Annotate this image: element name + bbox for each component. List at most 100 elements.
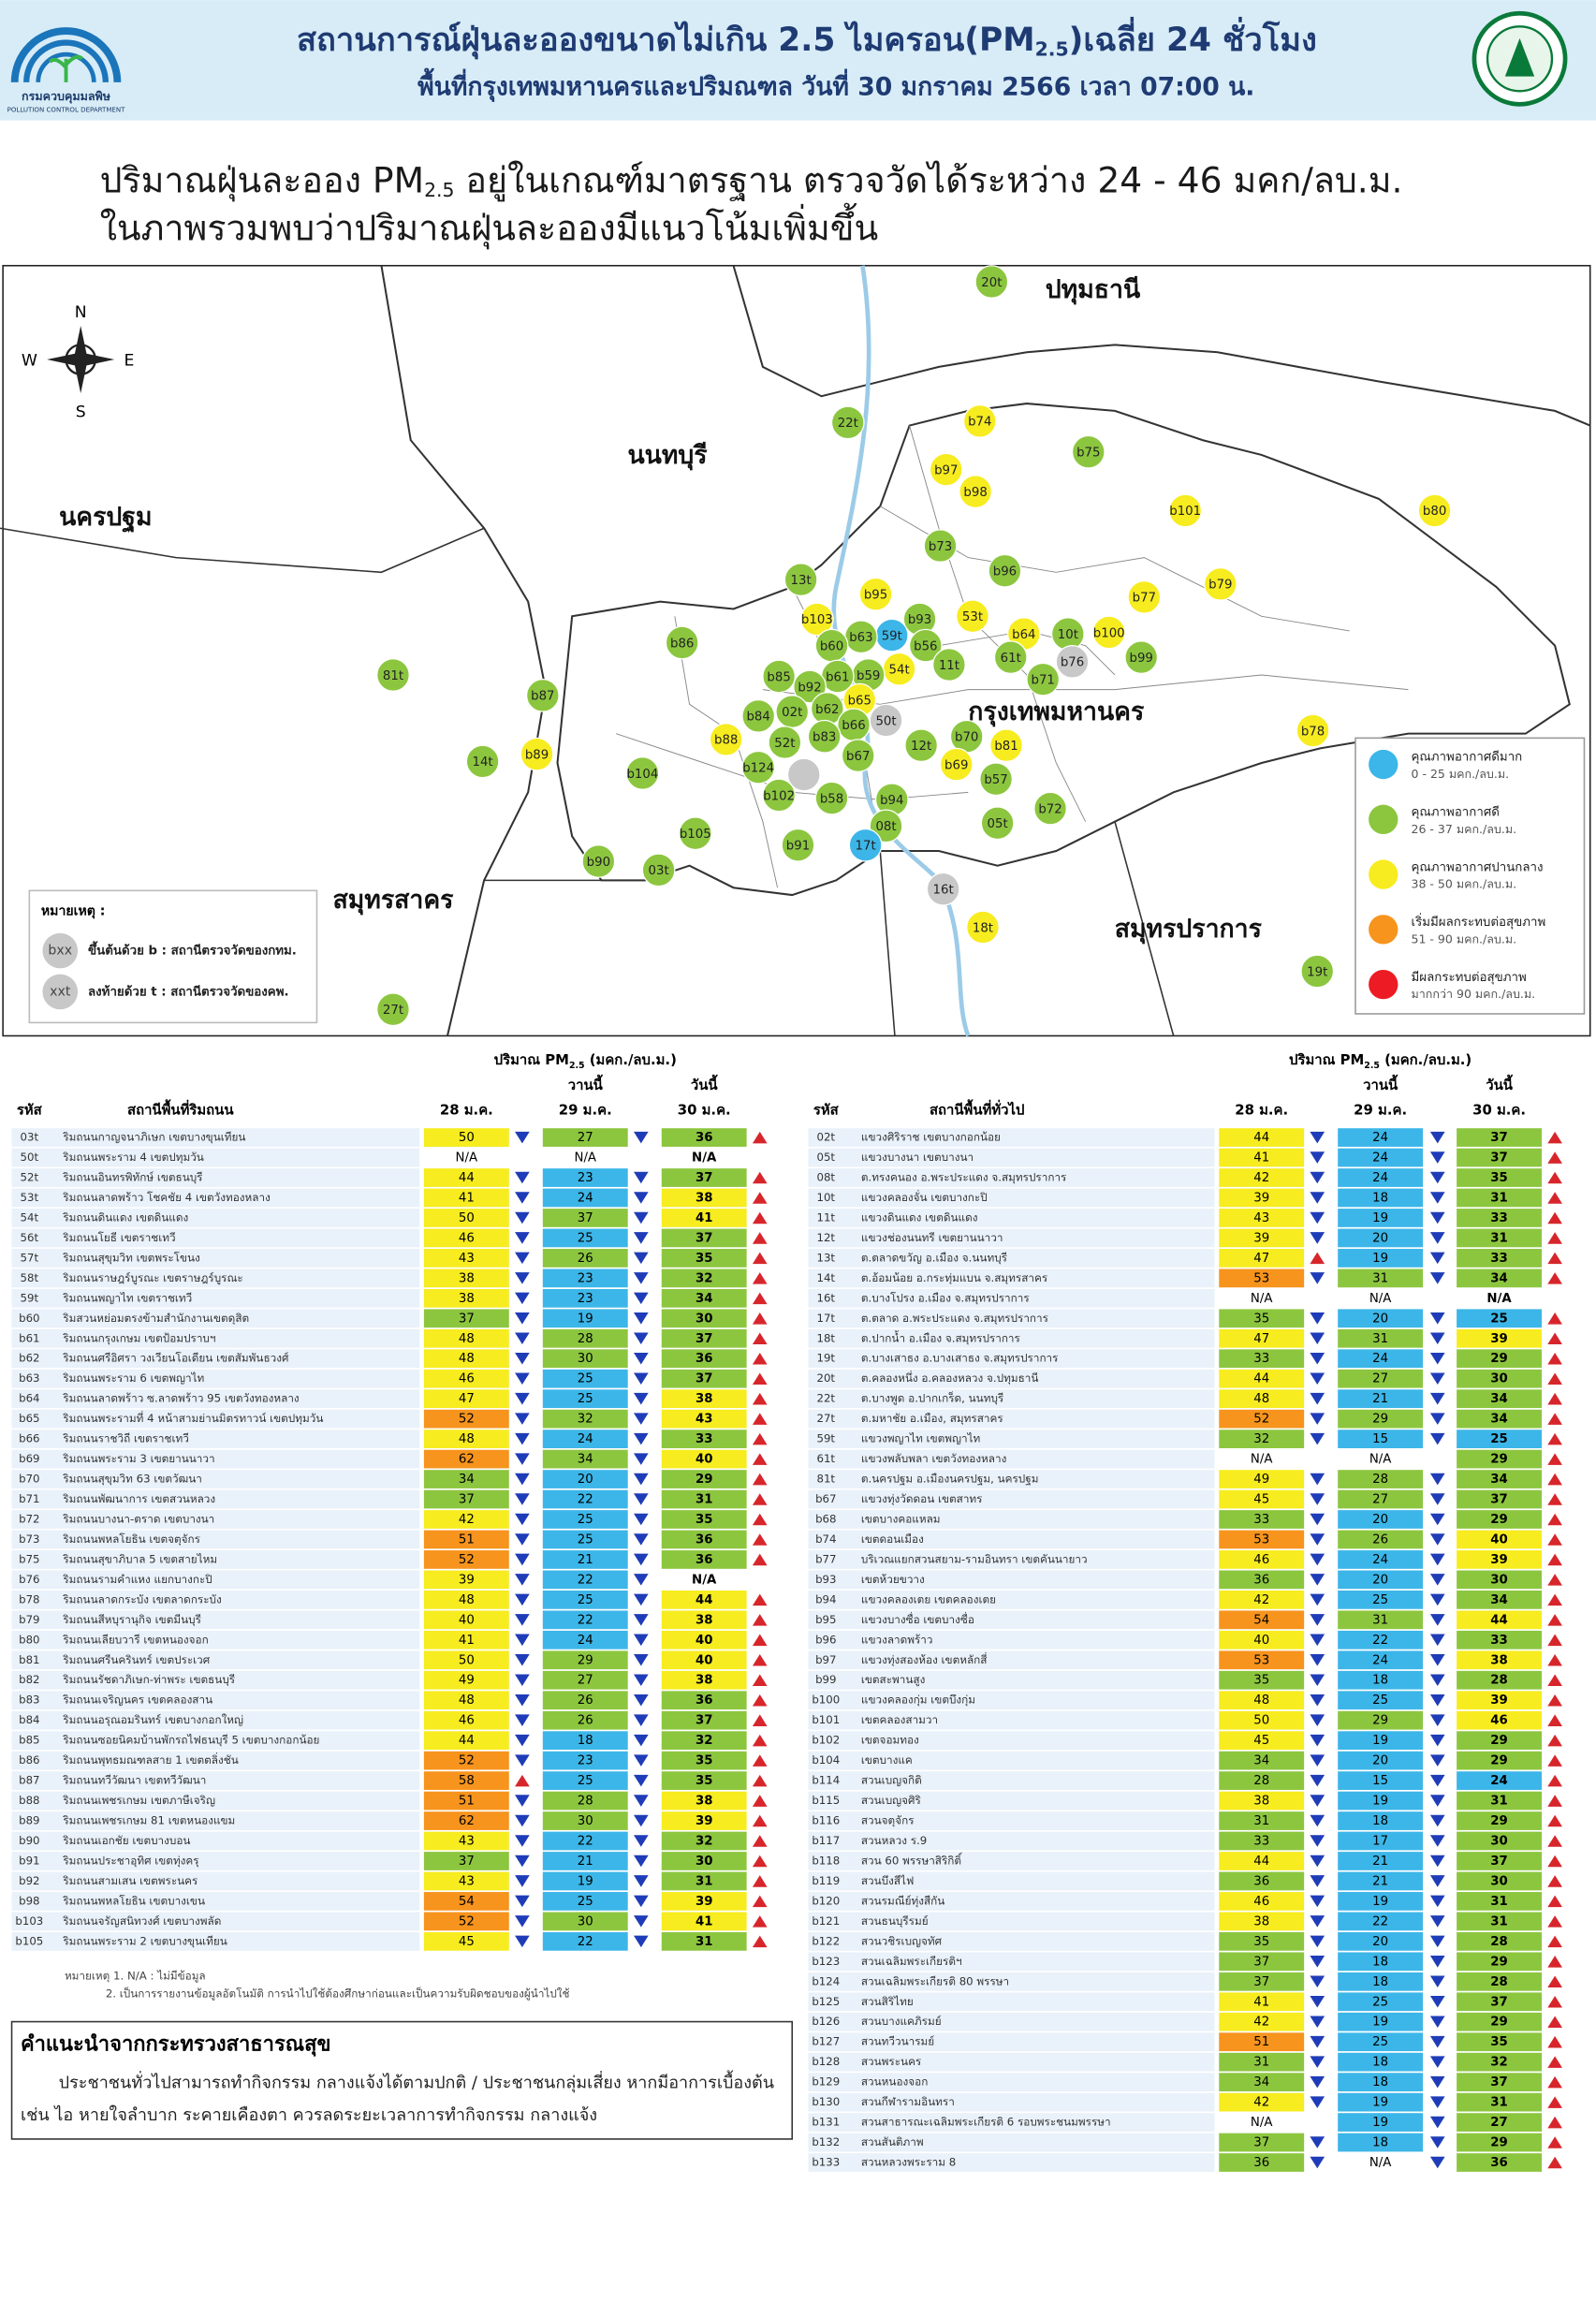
value-cell <box>661 1650 747 1670</box>
value-cell <box>542 1751 628 1770</box>
station-code: b122 <box>812 1934 840 1947</box>
value-text: 41 <box>459 1191 475 1205</box>
station-name: แขวงบางซื่อ เขตบางซื่อ <box>861 1612 974 1626</box>
station-name: ต.ตลาดขวัญ อ.เมือง จ.นนทบุรี <box>861 1251 1007 1264</box>
station-code: b63 <box>19 1371 39 1385</box>
value-text: 29 <box>1490 2016 1508 2030</box>
station-code: b60 <box>19 1312 39 1325</box>
row-band <box>808 1731 1215 1751</box>
trend-arrow <box>1310 2035 1325 2048</box>
value-text: 33 <box>1253 1835 1269 1849</box>
value-text: 41 <box>696 1914 713 1928</box>
trend-arrow <box>752 1332 768 1345</box>
unit-part: ปริมาณ PM <box>494 1051 569 1068</box>
trend-arrow <box>752 1171 768 1184</box>
value-cell <box>423 1550 509 1569</box>
value-text: 29 <box>578 1653 593 1667</box>
value-text: 42 <box>1253 1171 1269 1185</box>
station-marker <box>1055 645 1090 679</box>
value-cell <box>1338 1570 1424 1590</box>
trend-arrow <box>752 1493 768 1505</box>
row-band <box>11 1328 420 1348</box>
trend-arrow <box>1547 1875 1562 1887</box>
trend-arrow <box>1429 1493 1445 1505</box>
station-code: 08t <box>816 1171 835 1184</box>
value-cell <box>1338 1309 1424 1328</box>
value-text: N/A <box>1369 2156 1392 2170</box>
station-code: b78 <box>19 1592 39 1606</box>
trend-arrow <box>1429 1553 1445 1566</box>
value-cell <box>1457 1691 1543 1710</box>
station-name: ริมสวนหย่อมตรงข้ามสำนักงานเขตดุสิต <box>63 1312 249 1325</box>
row-band <box>808 1630 1215 1650</box>
station-code: 02t <box>816 1131 835 1144</box>
station-code: b66 <box>842 719 865 733</box>
trend-arrow <box>1310 1413 1325 1425</box>
trend-arrow <box>1429 1915 1445 1928</box>
station-code: 10t <box>816 1191 835 1204</box>
station-marker <box>525 679 560 712</box>
value-text: 38 <box>696 1674 713 1688</box>
value-text: 36 <box>696 1131 713 1145</box>
station-name: ริมถนนพหลโยธิน เขตจตุจักร <box>63 1532 200 1546</box>
value-cell <box>1457 1771 1543 1790</box>
value-text: 30 <box>696 1855 713 1869</box>
row-band <box>808 1570 1215 1590</box>
trend-arrow <box>633 1413 649 1425</box>
station-code: 13t <box>791 574 812 588</box>
value-text: 18 <box>1372 1814 1388 1828</box>
station-code: b80 <box>19 1633 39 1646</box>
value-text: 37 <box>459 1493 475 1507</box>
trend-arrow <box>1547 1473 1562 1486</box>
value-text: 15 <box>1372 1774 1388 1788</box>
trend-arrow <box>1547 1574 1562 1586</box>
trend-arrow <box>1429 1956 1445 1968</box>
station-marker <box>376 658 410 692</box>
station-marker <box>1091 615 1126 650</box>
value-cell <box>661 1550 747 1569</box>
station-marker <box>1026 662 1061 696</box>
station-code: b86 <box>670 637 694 651</box>
trend-arrow <box>1547 1694 1562 1707</box>
value-cell <box>1338 2092 1424 2112</box>
value-cell <box>1338 1510 1424 1529</box>
station-marker <box>959 475 992 508</box>
value-text: N/A <box>1251 1453 1273 1467</box>
station-marker <box>1033 791 1067 826</box>
value-cell <box>1338 1630 1424 1650</box>
value-cell <box>1219 1630 1305 1650</box>
trend-arrow <box>752 1634 768 1647</box>
station-name: ริมถนนอรุณอมรินทร์ เขตบางกอกใหญ่ <box>63 1713 243 1726</box>
value-cell <box>661 1249 747 1268</box>
trend-arrow <box>515 1875 530 1887</box>
value-cell <box>1219 1731 1305 1751</box>
station-code: b96 <box>815 1633 836 1646</box>
value-cell <box>1457 1409 1543 1429</box>
col-header: วันนี้ <box>1486 1074 1514 1093</box>
value-cell <box>542 1630 628 1650</box>
value-text: 21 <box>578 1553 593 1567</box>
value-text: 25 <box>578 1774 593 1788</box>
station-name: แขวงบางนา เขตบางนา <box>861 1151 974 1164</box>
value-text: 30 <box>1490 1372 1508 1386</box>
row-band <box>808 2052 1215 2072</box>
value-text: 26 <box>578 1694 593 1708</box>
value-cell <box>1219 1349 1305 1369</box>
value-text: 19 <box>1372 2116 1388 2130</box>
trend-arrow <box>515 1372 530 1385</box>
value-text: 31 <box>1490 1191 1508 1205</box>
station-marker <box>966 910 1000 945</box>
station-marker <box>762 778 796 813</box>
row-band <box>808 2133 1215 2152</box>
footnote: 2. เป็นการรายงานข้อมูลอัตโนมัติ การนำไปใ… <box>106 1986 570 2001</box>
trend-arrow <box>1310 1634 1325 1647</box>
station-code: b73 <box>929 540 952 554</box>
value-cell <box>1338 1591 1424 1609</box>
value-text: 48 <box>459 1593 475 1607</box>
station-code: b119 <box>812 1874 840 1887</box>
value-text: 17 <box>1372 1835 1388 1849</box>
value-text: 39 <box>696 1814 713 1828</box>
row-band <box>808 2092 1215 2112</box>
value-text: 43 <box>696 1413 713 1427</box>
trend-arrow <box>1429 1654 1445 1666</box>
